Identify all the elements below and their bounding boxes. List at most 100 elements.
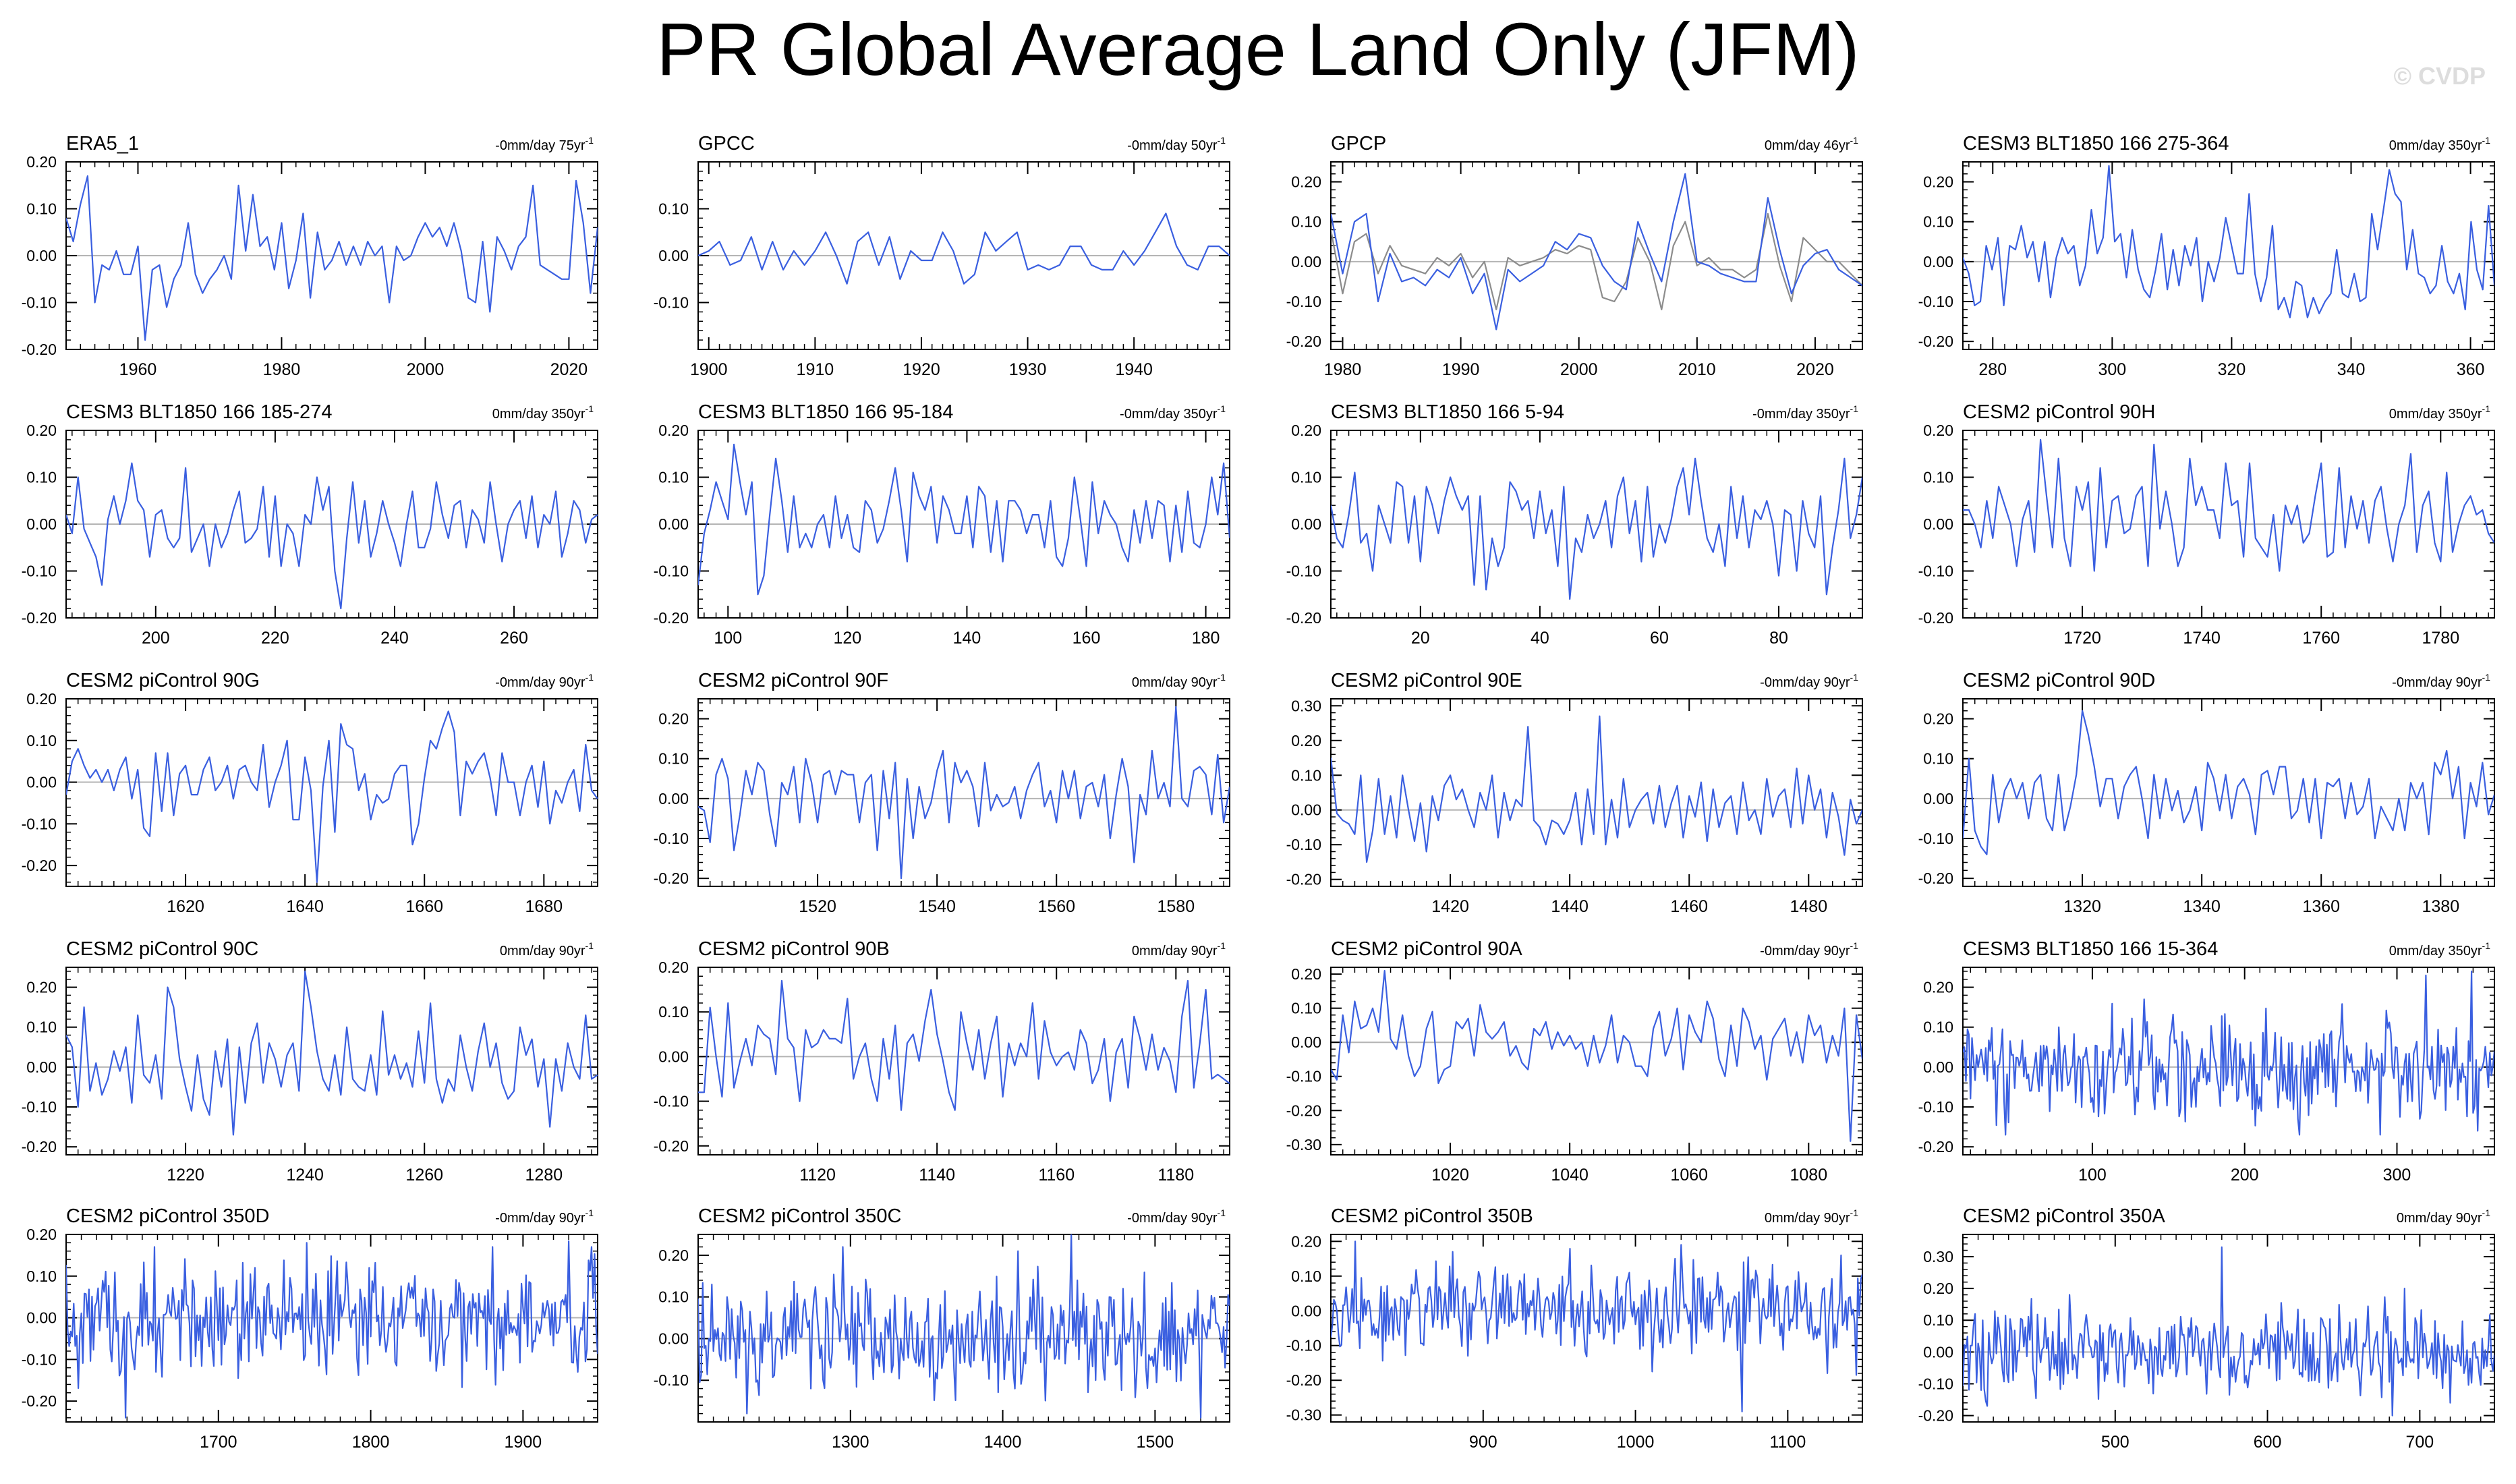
plot-frame [65, 967, 598, 1155]
series-line [66, 462, 598, 610]
x-tick-label: 1440 [1551, 897, 1589, 916]
panel: CESM2 piControl 350C -0mm/day 90yr-1 1300 1… [654, 1205, 1230, 1452]
panel: GPCC -0mm/day 50yr-1 1900 1910 1920 1930 1940 -… [654, 133, 1230, 379]
y-tick-label: 0.00 [658, 515, 689, 533]
y-tick-label: 0.20 [26, 979, 57, 996]
y-tick-label: 0.00 [658, 1048, 689, 1065]
panel: CESM2 piControl 350B 0mm/day 90yr-1 900 100… [1286, 1205, 1863, 1452]
series-line [1963, 438, 2494, 572]
x-tick-label: 1640 [286, 897, 324, 916]
x-tick-label: 1700 [200, 1433, 237, 1452]
y-tick-label: -0.10 [1286, 563, 1321, 580]
y-tick-label: -0.20 [654, 609, 689, 627]
y-tick-label: 0.20 [26, 153, 57, 171]
y-tick-label: 0.10 [1291, 766, 1321, 784]
x-tick-label: 1720 [2063, 629, 2101, 648]
x-tick-label: 80 [1769, 629, 1788, 648]
y-tick-label: 0.10 [1923, 469, 1953, 486]
y-tick-label: -0.10 [22, 1098, 57, 1116]
x-tick-label: 500 [2101, 1433, 2129, 1452]
y-tick-label: 0.00 [1923, 790, 1953, 807]
x-tick-label: 1980 [263, 360, 301, 379]
y-tick-label: -0.20 [1918, 869, 1953, 887]
panel-title: CESM2 piControl 90E [1331, 670, 1522, 691]
panel-title: CESM2 piControl 90G [66, 670, 260, 691]
y-tick-label: -0.20 [1918, 609, 1953, 627]
y-tick-label: -0.30 [1286, 1136, 1321, 1153]
panel-annotation: 0mm/day 90yr-1 [500, 940, 594, 959]
x-tick-label: 1960 [119, 360, 157, 379]
panel: CESM2 piControl 90B 0mm/day 90yr-1 1120 114… [654, 938, 1230, 1185]
x-tick-label: 1980 [1324, 360, 1362, 379]
y-tick-label: -0.10 [1918, 1098, 1953, 1116]
x-tick-label: 360 [2457, 360, 2485, 379]
y-tick-label: -0.10 [1286, 1068, 1321, 1085]
x-tick-label: 200 [142, 629, 170, 648]
y-tick-label: 0.00 [658, 1330, 689, 1347]
series-line [1963, 710, 2494, 855]
panel: CESM2 piControl 90D -0mm/day 90yr-1 1320 13… [1918, 670, 2495, 916]
x-tick-label: 1300 [832, 1433, 869, 1452]
y-tick-label: -0.10 [22, 1350, 57, 1368]
y-tick-label: 0.10 [26, 732, 57, 749]
y-tick-label: 0.00 [1291, 1033, 1321, 1051]
y-tick-label: 0.10 [1291, 1267, 1321, 1285]
x-tick-label: 1660 [405, 897, 443, 916]
y-tick-label: -0.10 [1918, 293, 1953, 310]
y-tick-label: 0.20 [1923, 173, 1953, 191]
x-tick-label: 100 [714, 629, 742, 648]
y-tick-label: -0.20 [1918, 1407, 1953, 1425]
x-tick-label: 100 [2078, 1166, 2107, 1185]
x-tick-label: 2000 [407, 360, 445, 379]
y-tick-label: 0.00 [1291, 253, 1321, 270]
y-tick-label: -0.10 [654, 1371, 689, 1389]
y-tick-label: -0.20 [1918, 1138, 1953, 1155]
x-tick-label: 1000 [1617, 1433, 1655, 1452]
panel: CESM2 piControl 90F 0mm/day 90yr-1 1520 154… [654, 670, 1230, 916]
series-line [1331, 457, 1862, 600]
y-tick-label: 0.20 [658, 422, 689, 439]
x-tick-label: 1020 [1431, 1166, 1469, 1185]
y-tick-label: 0.30 [1923, 1248, 1953, 1265]
x-tick-label: 300 [2383, 1166, 2411, 1185]
series-line [66, 970, 598, 1136]
x-tick-label: 1910 [797, 360, 834, 379]
y-tick-label: -0.20 [1286, 871, 1321, 888]
y-tick-label: -0.20 [1286, 333, 1321, 350]
y-tick-label: -0.20 [1286, 1371, 1321, 1389]
y-tick-label: 0.00 [26, 247, 57, 264]
y-tick-label: -0.20 [22, 857, 57, 874]
x-tick-label: 40 [1531, 629, 1549, 648]
y-tick-label: 0.20 [1291, 1232, 1321, 1250]
y-tick-label: -0.10 [1286, 1337, 1321, 1354]
y-tick-label: -0.10 [1286, 293, 1321, 310]
y-tick-label: -0.20 [22, 609, 57, 627]
y-tick-label: 0.10 [1923, 1311, 1953, 1329]
x-tick-label: 1160 [1038, 1166, 1075, 1185]
panel-annotation: 0mm/day 350yr-1 [492, 403, 594, 422]
panel: GPCP 0mm/day 46yr-1 1980 1990 2000 2010 2020 -0… [1286, 133, 1863, 379]
y-tick-label: 0.10 [26, 200, 57, 218]
panel-annotation: 0mm/day 90yr-1 [2397, 1207, 2490, 1226]
y-tick-label: 0.20 [1923, 422, 1953, 439]
y-tick-label: 0.20 [1923, 710, 1953, 728]
x-tick-label: 600 [2254, 1433, 2282, 1452]
panel-annotation: 0mm/day 350yr-1 [2389, 403, 2491, 422]
panel-title: CESM2 piControl 350A [1963, 1205, 2165, 1227]
panel-title: CESM2 piControl 90C [66, 938, 258, 960]
x-tick-label: 1780 [2422, 629, 2460, 648]
y-tick-label: 0.10 [658, 200, 689, 218]
plot-frame [1330, 698, 1863, 887]
y-tick-label: 0.00 [1923, 1343, 1953, 1361]
plot-frame [1330, 967, 1863, 1155]
x-tick-label: 1990 [1442, 360, 1480, 379]
x-tick-label: 60 [1650, 629, 1669, 648]
x-tick-label: 200 [2231, 1166, 2259, 1185]
plot-frame [65, 1234, 598, 1423]
panel: CESM3 BLT1850 166 185-274 0mm/day 350yr-1… [22, 401, 598, 648]
y-tick-label: 0.20 [1291, 173, 1321, 191]
panel: CESM3 BLT1850 166 5-94 -0mm/day 350yr-1 20… [1286, 401, 1863, 648]
panel-annotation: -0mm/day 90yr-1 [1760, 672, 1858, 690]
x-tick-label: 1520 [799, 897, 836, 916]
